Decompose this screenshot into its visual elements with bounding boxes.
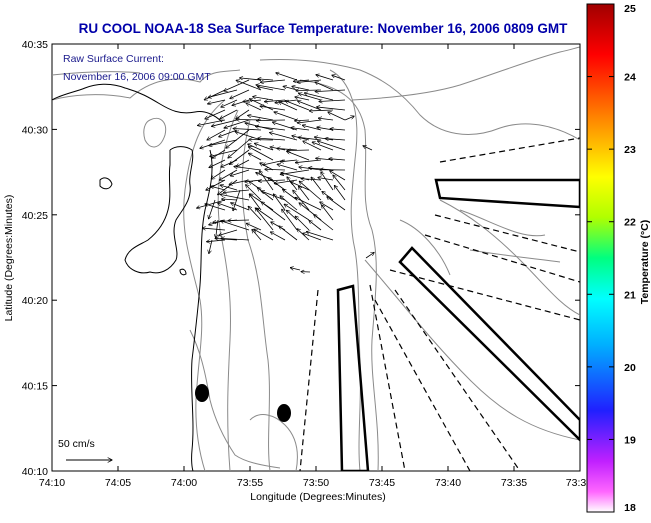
x-tick-label: 73:45 — [369, 477, 395, 489]
y-tick-label: 40:25 — [22, 210, 48, 222]
map-title: RU COOL NOAA-18 Sea Surface Temperature:… — [79, 21, 568, 36]
colorbar-tick-label: 21 — [624, 289, 636, 301]
y-axis-label: Latitude (Degrees:Minutes) — [3, 195, 15, 322]
colorbar-tick-label: 23 — [624, 144, 636, 156]
overlay-label-line2: November 16, 2006 09:00 GMT — [63, 71, 211, 83]
colorbar-tick-label: 22 — [624, 217, 636, 229]
colorbar-tick-label: 18 — [624, 502, 636, 514]
x-tick-label: 74:00 — [171, 477, 197, 489]
colorbar-tick-label: 19 — [624, 434, 636, 446]
x-axis-label: Longitude (Degrees:Minutes) — [250, 491, 385, 503]
x-tick-label: 73:35 — [501, 477, 527, 489]
y-tick-label: 40:20 — [22, 295, 48, 307]
colorbar-tick-label: 25 — [624, 3, 636, 15]
overlay-label-line1: Raw Surface Current: — [63, 53, 164, 65]
colorbar-label: Temperature (°C) — [639, 220, 651, 305]
x-tick-label: 73:55 — [237, 477, 263, 489]
x-tick-label: 73:3 — [566, 477, 587, 489]
y-tick-label: 40:10 — [22, 466, 48, 478]
x-tick-label: 73:40 — [435, 477, 461, 489]
x-tick-label: 73:50 — [303, 477, 329, 489]
colorbar-tick-label: 20 — [624, 362, 636, 374]
y-tick-label: 40:30 — [22, 124, 48, 136]
station-marker — [277, 404, 291, 422]
scale-label: 50 cm/s — [58, 438, 95, 450]
colorbar — [587, 4, 614, 512]
y-tick-label: 40:15 — [22, 381, 48, 393]
x-tick-label: 74:10 — [39, 477, 65, 489]
x-tick-label: 74:05 — [105, 477, 131, 489]
y-tick-label: 40:35 — [22, 39, 48, 51]
colorbar-tick-label: 24 — [624, 72, 636, 84]
station-marker — [195, 384, 209, 402]
